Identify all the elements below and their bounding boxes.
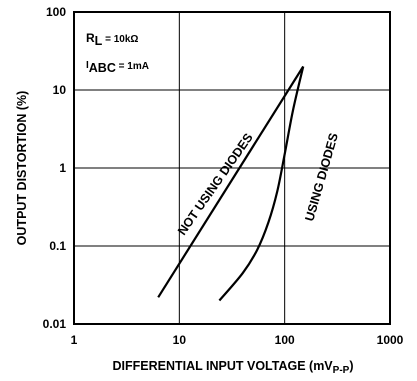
- annotation-box: RL = 10kΩ IABC = 1mA: [82, 22, 174, 82]
- rl-value: = 10kΩ: [102, 34, 138, 45]
- x-tick-label: 10: [173, 333, 187, 347]
- y-tick-label: 0.1: [49, 239, 66, 253]
- x-tick-label: 1000: [377, 333, 404, 347]
- x-tick-label: 1: [71, 333, 78, 347]
- tick-labels: 1 10 100 1000 0.01 0.1 1 10 100: [43, 5, 404, 347]
- label-using-diodes: USING DIODES: [302, 131, 341, 222]
- label-not-using-diodes: NOT USING DIODES: [175, 131, 256, 238]
- x-axis-label-close: ): [349, 359, 353, 373]
- rl-annotation: RL = 10kΩ: [86, 31, 138, 48]
- curve-using-diodes: [218, 66, 305, 302]
- y-tick-label: 100: [46, 5, 66, 19]
- iabc-value: = 1mA: [116, 61, 149, 72]
- rl-main: R: [86, 31, 95, 45]
- grid: [74, 12, 390, 324]
- plot-frame: [73, 11, 391, 325]
- iabc-sub: ABC: [89, 61, 116, 75]
- rl-sub: L: [95, 34, 103, 48]
- x-axis-label-main: DIFFERENTIAL INPUT VOLTAGE (mV: [113, 359, 334, 373]
- iabc-annotation: IABC = 1mA: [86, 60, 149, 75]
- x-axis-label-sub: P-P: [333, 365, 350, 376]
- x-axis-label: DIFFERENTIAL INPUT VOLTAGE (mVP-P): [113, 359, 354, 376]
- y-tick-label: 10: [53, 83, 67, 97]
- annotation-background: [82, 22, 174, 82]
- curves: [157, 65, 305, 302]
- iabc-main: I: [86, 60, 89, 71]
- curve-not-using-diodes: [157, 65, 305, 298]
- y-tick-label: 0.01: [43, 317, 67, 331]
- y-tick-label: 1: [59, 161, 66, 175]
- x-tick-label: 100: [275, 333, 295, 347]
- y-axis-label: OUTPUT DISTORTION (%): [15, 91, 29, 246]
